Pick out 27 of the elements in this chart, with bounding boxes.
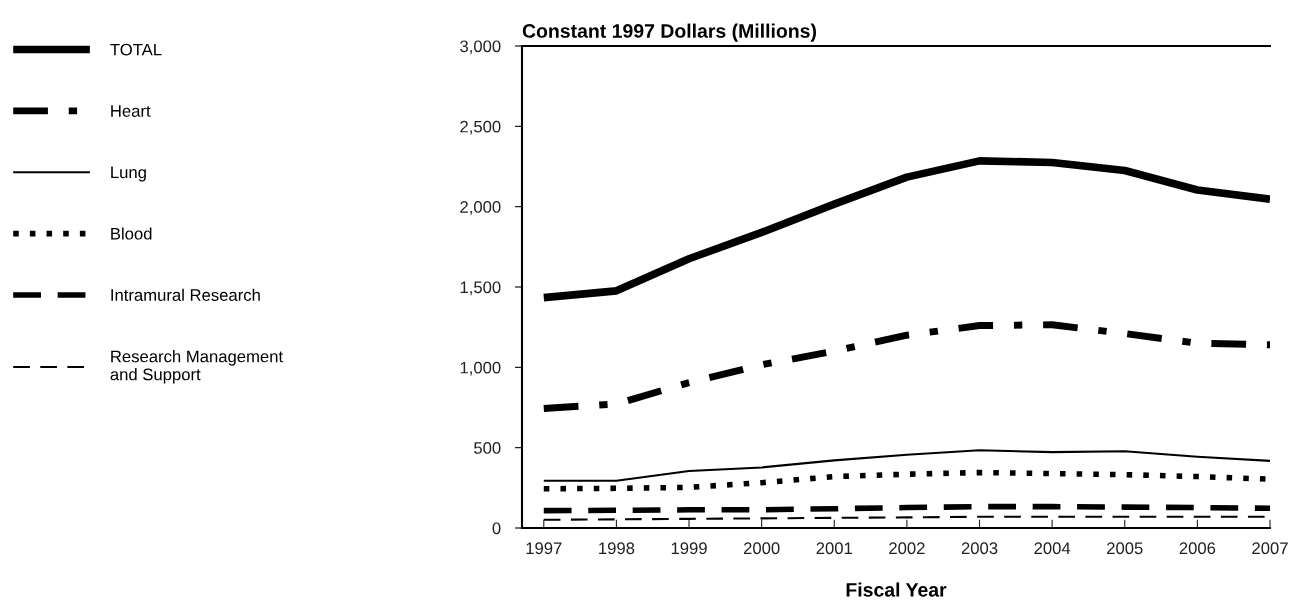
x-tick-label: 2002 <box>889 542 925 555</box>
x-tick-label: 2006 <box>1179 542 1216 555</box>
y-tick-label: 1,500 <box>460 281 501 296</box>
x-tick-label: 2001 <box>816 542 852 555</box>
x-tick-label: 1998 <box>599 542 635 555</box>
legend-label: Heart <box>111 105 151 117</box>
legend-label: Research Management and Support <box>110 350 283 384</box>
legend-label: Blood <box>111 227 152 240</box>
x-tick-label: 2003 <box>961 542 998 555</box>
y-tick-label: 3,000 <box>460 40 501 55</box>
legend-label: Lung <box>111 166 146 182</box>
x-tick-label: 2000 <box>743 542 780 555</box>
line-series <box>542 449 1270 482</box>
x-tick-label: 2005 <box>1107 542 1143 555</box>
x-axis-title: Fiscal Year <box>846 582 947 597</box>
y-tick-label: 2,000 <box>460 201 501 215</box>
x-tick-label: 2004 <box>1034 542 1071 555</box>
legend-label: TOTAL <box>110 43 162 56</box>
y-tick-label: 500 <box>474 442 501 454</box>
y-tick-label: 1,000 <box>460 361 501 376</box>
y-tick-label: 0 <box>492 522 501 535</box>
chart-title: Constant 1997 Dollars (Millions) <box>522 23 816 42</box>
x-tick-label: 1999 <box>671 542 707 555</box>
x-tick-label: 2007 <box>1252 542 1288 555</box>
legend-label: Intramural Research <box>111 288 260 301</box>
y-tick-label: 2,500 <box>460 120 501 135</box>
x-tick-label: 1997 <box>526 542 562 555</box>
